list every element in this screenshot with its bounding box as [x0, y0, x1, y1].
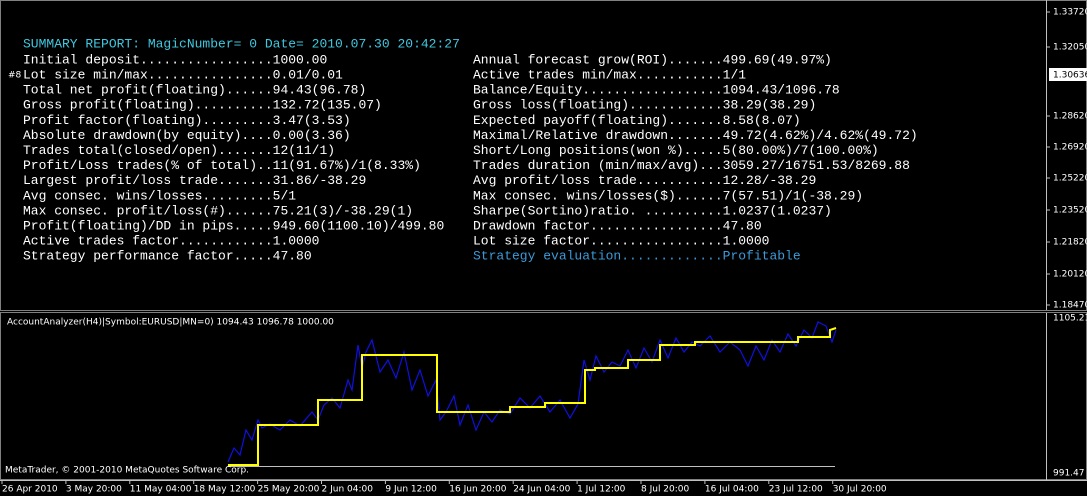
- indicator-max: 1105.21: [1053, 314, 1087, 324]
- report-line: Sharpe(Sortino)ratio. ..........1.0237(1…: [473, 203, 832, 218]
- price-label: 1.25220: [1053, 174, 1087, 184]
- time-label: 18 May 12:00: [194, 485, 256, 495]
- report-line: Lot size min/max................0.01/0.0…: [23, 68, 343, 83]
- time-label: 11 May 04:00: [130, 485, 192, 495]
- report-line: Max consec. wins/losses($)......7(57.51)…: [473, 188, 863, 203]
- object-label: #8: [8, 71, 22, 81]
- indicator-title: AccountAnalyzer(H4)|Symbol:EURUSD|MN=0) …: [7, 318, 334, 328]
- price-label: 1.33720: [1053, 8, 1087, 18]
- time-label: 23 Jul 12:00: [769, 485, 823, 495]
- report-line: Total net profit(floating)......94.43(96…: [23, 83, 366, 98]
- report-line: Initial deposit.................1000.00: [23, 52, 327, 67]
- report-line: Profit(floating)/DD in pips.....949.60(1…: [23, 219, 444, 234]
- report-line: Profit/Loss trades(% of total)..11(91.67…: [23, 158, 421, 173]
- report-line: Profit factor(floating).........3.47(3.5…: [23, 113, 351, 128]
- report-line: Strategy performance factor.....47.80: [23, 249, 312, 264]
- copyright: MetaTrader, © 2001-2010 MetaQuotes Softw…: [5, 466, 249, 476]
- indicator-min: 991.47: [1053, 469, 1085, 479]
- report-line: Max consec. profit/loss(#)......75.21(3)…: [23, 203, 413, 218]
- strategy-evaluation: Strategy evaluation.............Profitab…: [473, 249, 801, 264]
- report-line: Gross loss(floating)............38.29(38…: [473, 98, 816, 113]
- time-label: 3 May 20:00: [66, 485, 122, 495]
- report-line: Avg profit/loss trade...........12.28/-3…: [473, 173, 816, 188]
- report-line: Annual forecast grow(ROI).......499.69(4…: [473, 52, 832, 67]
- time-label: 8 Jul 20:00: [641, 485, 690, 495]
- report-line: Expected payoff(floating).......8.58(8.0…: [473, 113, 801, 128]
- report-line: Gross profit(floating)..........132.72(1…: [23, 98, 382, 113]
- time-label: 26 Apr 2010: [2, 485, 58, 495]
- price-label: 1.26920: [1053, 143, 1087, 153]
- report-line: Absolute drawdown(by equity)....0.00(3.3…: [23, 128, 351, 143]
- report-line: Avg consec. wins/losses.........5/1: [23, 188, 296, 203]
- report-line: Lot size factor.................1.0000: [473, 234, 769, 249]
- time-label: 25 May 20:00: [258, 485, 320, 495]
- report-line: Short/Long positions(won %).....5(80.00%…: [473, 143, 879, 158]
- report-line: Active trades min/max...........1/1: [473, 68, 746, 83]
- report-line: Balance/Equity..................1094.43/…: [473, 83, 840, 98]
- time-label: 1 Jul 12:00: [577, 485, 626, 495]
- report-line: Trades duration (min/max/avg)...3059.27/…: [473, 158, 910, 173]
- current-price: 1.30636: [1053, 71, 1087, 81]
- balance-line: [228, 327, 837, 466]
- report-title: SUMMARY REPORT: MagicNumber= 0 Date= 201…: [23, 36, 460, 51]
- time-label: 30 Jul 20:00: [833, 485, 887, 495]
- current-price-box: [1049, 68, 1087, 81]
- price-label: 1.18470: [1053, 301, 1087, 311]
- report-line: Largest profit/loss trade.......31.86/-3…: [23, 173, 366, 188]
- price-label: 1.28620: [1053, 112, 1087, 122]
- time-label: 24 Jun 04:00: [513, 485, 570, 495]
- price-label: 1.32050: [1053, 43, 1087, 53]
- price-label: 1.20120: [1053, 270, 1087, 280]
- time-label: 16 Jul 04:00: [705, 485, 759, 495]
- report-line: Trades total(closed/open).......12(11/1): [23, 143, 335, 158]
- report-line: Active trades factor............1.0000: [23, 234, 319, 249]
- price-label: 1.21820: [1053, 238, 1087, 248]
- time-label: 9 Jun 12:00: [385, 485, 437, 495]
- report-line: Drawdown factor.................47.80: [473, 219, 762, 234]
- time-label: 16 Jun 20:00: [449, 485, 506, 495]
- time-label: 2 Jun 04:00: [322, 485, 374, 495]
- report-line: Maximal/Relative drawdown.......49.72(4.…: [473, 128, 918, 143]
- price-label: 1.23520: [1053, 206, 1087, 216]
